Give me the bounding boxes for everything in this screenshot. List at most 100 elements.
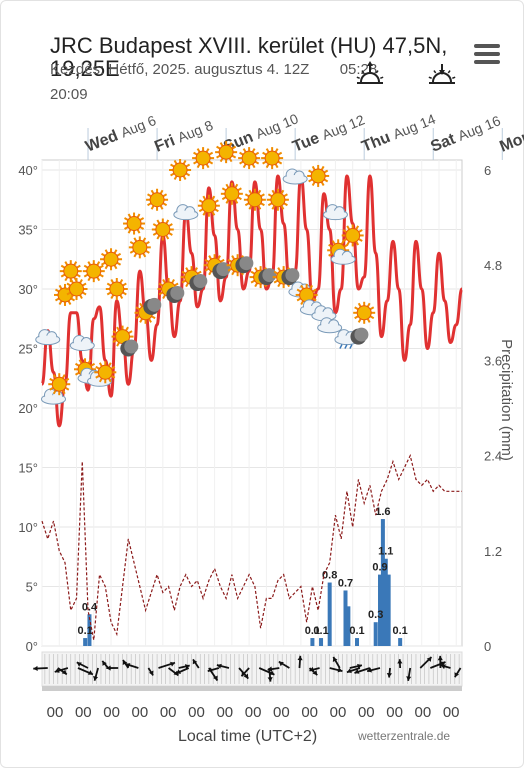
wind-arrow-head bbox=[367, 667, 373, 673]
page-title-line2: 19,25E bbox=[50, 56, 120, 81]
wind-arrow-head bbox=[93, 675, 99, 681]
sun-ray bbox=[182, 159, 187, 165]
arrow-head bbox=[367, 61, 373, 66]
sun-ray bbox=[87, 261, 92, 266]
wind-arrow-head bbox=[192, 659, 198, 665]
cloud-fill bbox=[318, 323, 341, 332]
sun-ray bbox=[227, 258, 233, 263]
sun-ray bbox=[280, 205, 285, 210]
x-tick-label: 00 bbox=[273, 704, 290, 721]
cloud-icon bbox=[35, 329, 61, 346]
wind-arrow-head bbox=[102, 660, 107, 666]
sun-ray bbox=[168, 232, 173, 236]
wind-arrow-head bbox=[397, 659, 403, 664]
wind-arrow-head bbox=[440, 664, 446, 670]
rain-drop bbox=[344, 344, 348, 349]
sun-ray bbox=[296, 288, 302, 293]
y-tick-label: 15° bbox=[18, 461, 38, 476]
cloud-icon bbox=[317, 317, 343, 334]
y-right-tick-label: 4.8 bbox=[484, 258, 502, 273]
moon-icon bbox=[189, 274, 208, 292]
y-tick-label: 20° bbox=[18, 401, 38, 416]
y-tick-label: 40° bbox=[18, 163, 38, 178]
y-right-tick-label: 0 bbox=[484, 639, 491, 654]
precipitation-bar bbox=[378, 574, 383, 646]
cloud-fill bbox=[324, 210, 347, 219]
precipitation-bar bbox=[373, 622, 378, 646]
sun-ray bbox=[366, 318, 371, 323]
sun-ray bbox=[112, 330, 117, 334]
forecast-start-text: Kezdés: Hétfő, 2025. augusztus 4. 12Z bbox=[50, 61, 310, 78]
x-tick-label: 00 bbox=[415, 704, 432, 721]
sun-ray bbox=[125, 326, 129, 332]
sun-ray bbox=[110, 278, 115, 284]
sun-disc bbox=[201, 198, 217, 214]
sunrise-icon-drawing bbox=[356, 61, 384, 84]
sun-ray bbox=[357, 302, 362, 308]
sun-icon bbox=[65, 278, 88, 300]
precipitation-bar bbox=[383, 558, 388, 646]
sun-icon bbox=[100, 248, 123, 271]
cloud-fill bbox=[174, 210, 197, 219]
sun-ray bbox=[346, 225, 351, 230]
sun-ray bbox=[145, 240, 150, 245]
sun-ray bbox=[267, 202, 273, 207]
sun-ray bbox=[171, 278, 175, 284]
sun-ray bbox=[260, 202, 265, 207]
sun-ray bbox=[60, 273, 66, 278]
sun-ray bbox=[277, 267, 282, 272]
sun-disc bbox=[345, 227, 361, 243]
sun-ray bbox=[124, 217, 129, 221]
dewpoint-line bbox=[41, 453, 462, 641]
sun-disc bbox=[69, 281, 85, 297]
sun-ray bbox=[300, 300, 305, 305]
sun-ray bbox=[244, 193, 250, 198]
sun-icon bbox=[192, 147, 215, 170]
sun-ray bbox=[197, 270, 202, 275]
cloud-fill bbox=[71, 341, 94, 350]
wind-arrow-head bbox=[406, 676, 412, 681]
precipitation-data-label: 1.1 bbox=[378, 546, 393, 558]
sun-ray bbox=[112, 339, 117, 343]
sun-ray bbox=[156, 219, 161, 224]
day-label: Fri Aug 8 bbox=[152, 117, 216, 156]
sun-ray bbox=[260, 193, 265, 198]
sun-ray bbox=[52, 374, 57, 379]
y-tick-label: 5° bbox=[26, 580, 38, 595]
day-label: Thu Aug 14 bbox=[359, 111, 438, 156]
sun-ray bbox=[52, 389, 57, 395]
sun-ray bbox=[79, 278, 83, 284]
wind-arrow-head bbox=[216, 663, 222, 669]
sun-ray bbox=[221, 187, 227, 192]
sun-ray bbox=[156, 235, 161, 240]
sun-icon bbox=[341, 224, 364, 247]
sun-ray bbox=[122, 282, 127, 287]
precipitation-bar bbox=[327, 582, 332, 646]
sun-ray bbox=[185, 163, 191, 168]
wind-arrow-head bbox=[454, 672, 460, 678]
sun-ray bbox=[96, 276, 101, 282]
sun-ray bbox=[452, 76, 456, 79]
sun-ray bbox=[208, 151, 214, 156]
sun-ray bbox=[70, 294, 74, 300]
rain-drop bbox=[349, 344, 353, 349]
hamburger-menu-icon[interactable] bbox=[474, 44, 500, 66]
sun-ray bbox=[283, 202, 288, 207]
sun-ray bbox=[311, 165, 316, 171]
sun-ray bbox=[251, 148, 256, 153]
sun-ray bbox=[173, 175, 178, 181]
sun-ray bbox=[135, 306, 140, 311]
sun-ray bbox=[265, 163, 270, 169]
sun-ray bbox=[158, 291, 164, 296]
sun-ray bbox=[225, 183, 230, 189]
sun-ray bbox=[309, 284, 314, 290]
sun-disc bbox=[97, 364, 113, 380]
sun-icon bbox=[353, 301, 376, 324]
sun-ray bbox=[262, 151, 267, 156]
sun-disc bbox=[195, 150, 211, 166]
sun-ray bbox=[150, 205, 155, 210]
credit-link[interactable]: wetterzentrale.de bbox=[358, 729, 451, 743]
sun-ray bbox=[196, 148, 201, 153]
sun-ray bbox=[193, 151, 198, 156]
wind-arrow-head bbox=[207, 667, 213, 673]
